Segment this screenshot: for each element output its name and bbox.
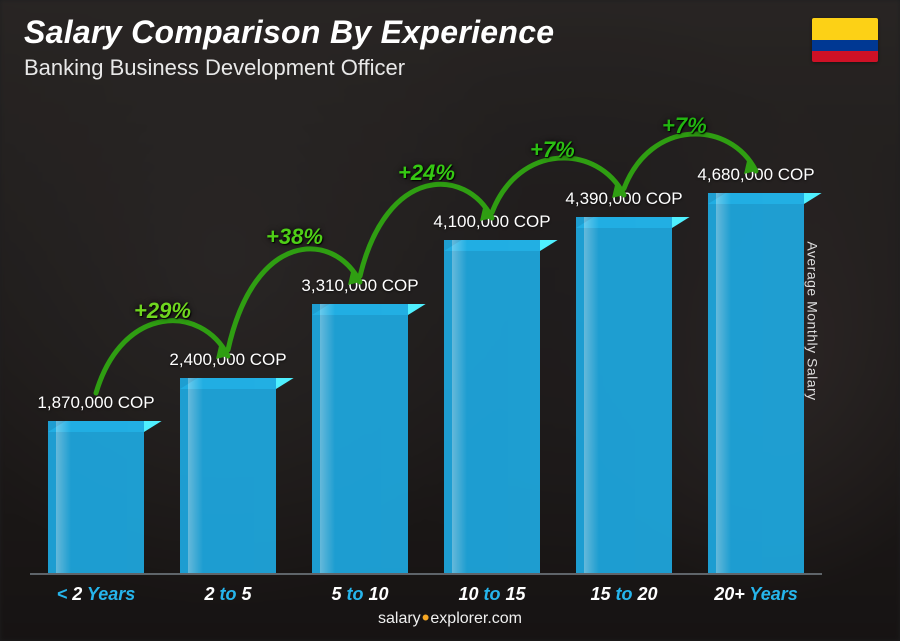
chart-subtitle: Banking Business Development Officer (24, 55, 876, 81)
bar (576, 217, 672, 573)
bar-front-face (708, 193, 804, 573)
percent-increase-label: +7% (662, 113, 707, 139)
flag-stripe-red (812, 51, 878, 62)
footer-attribution: salary•explorer.com (0, 605, 900, 631)
percent-increase-label: +29% (134, 298, 191, 324)
x-axis-label: 20+ Years (690, 584, 822, 605)
flag-stripe-yellow (812, 18, 878, 40)
bar (48, 421, 144, 573)
bar-column: 1,870,000 COP (30, 393, 162, 573)
bar-column: 4,680,000 COP (690, 165, 822, 573)
bar-chart: 1,870,000 COP2,400,000 COP3,310,000 COP4… (0, 100, 852, 573)
colombia-flag-icon (812, 18, 878, 62)
flag-stripe-blue (812, 40, 878, 51)
footer-left: salary (378, 610, 421, 627)
bar-column: 4,390,000 COP (558, 189, 690, 573)
header: Salary Comparison By Experience Banking … (24, 14, 876, 81)
x-axis-line (30, 573, 822, 575)
bar (708, 193, 804, 573)
percent-increase-label: +24% (398, 160, 455, 186)
percent-increase-label: +7% (530, 137, 575, 163)
bar-front-face (48, 421, 144, 573)
bar-front-face (576, 217, 672, 573)
x-axis-labels: < 2 Years2 to 55 to 1010 to 1515 to 2020… (0, 584, 852, 605)
x-axis-label: 15 to 20 (558, 584, 690, 605)
footer-dot-icon: • (422, 605, 430, 630)
x-axis-label: < 2 Years (30, 584, 162, 605)
chart-title: Salary Comparison By Experience (24, 14, 876, 51)
x-axis-label: 10 to 15 (426, 584, 558, 605)
x-axis-label: 5 to 10 (294, 584, 426, 605)
x-axis-label: 2 to 5 (162, 584, 294, 605)
footer-right: explorer.com (430, 610, 522, 627)
percent-increase-label: +38% (266, 224, 323, 250)
